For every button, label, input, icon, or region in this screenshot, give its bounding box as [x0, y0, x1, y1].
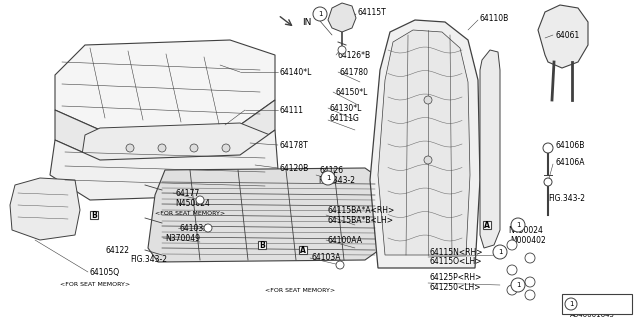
Text: <FOR SEAT MEMORY>: <FOR SEAT MEMORY>: [155, 211, 225, 215]
Circle shape: [544, 178, 552, 186]
Text: M000402: M000402: [510, 236, 546, 244]
Text: A: A: [300, 245, 306, 254]
Polygon shape: [148, 168, 385, 262]
Text: N450024: N450024: [508, 226, 543, 235]
Polygon shape: [480, 50, 500, 248]
Bar: [258, 241, 266, 249]
Text: 1: 1: [326, 175, 330, 181]
Circle shape: [126, 144, 134, 152]
Polygon shape: [55, 40, 275, 130]
Circle shape: [493, 245, 507, 259]
Circle shape: [424, 156, 432, 164]
Circle shape: [525, 277, 535, 287]
Circle shape: [565, 298, 577, 310]
Text: <FOR SEAT MEMORY>: <FOR SEAT MEMORY>: [265, 287, 335, 292]
Text: 64130*L: 64130*L: [330, 103, 362, 113]
Text: 64115BA*A<RH>: 64115BA*A<RH>: [328, 205, 396, 214]
Circle shape: [424, 96, 432, 104]
Text: 64111: 64111: [280, 106, 304, 115]
Text: FIG.343-2: FIG.343-2: [318, 175, 355, 185]
Text: A: A: [484, 220, 490, 229]
Text: 1: 1: [498, 249, 502, 255]
Polygon shape: [370, 20, 480, 268]
Text: FIG.343-2: FIG.343-2: [130, 255, 167, 265]
Text: FIG.343-2: FIG.343-2: [548, 194, 585, 203]
Text: 64125P<RH>: 64125P<RH>: [430, 274, 483, 283]
Circle shape: [313, 7, 327, 21]
Text: <FOR SEAT MEMORY>: <FOR SEAT MEMORY>: [60, 282, 130, 286]
Polygon shape: [378, 30, 470, 255]
Bar: [483, 221, 491, 229]
Text: 64178T: 64178T: [280, 140, 308, 149]
Circle shape: [190, 144, 198, 152]
Text: 64122: 64122: [105, 245, 129, 254]
Circle shape: [543, 143, 553, 153]
Text: 64061: 64061: [555, 30, 579, 39]
Text: 1: 1: [569, 301, 573, 307]
Text: 64103A: 64103A: [312, 253, 342, 262]
Text: B: B: [91, 211, 97, 220]
Text: B: B: [259, 241, 265, 250]
Text: 64177: 64177: [175, 188, 199, 197]
Circle shape: [338, 46, 346, 54]
Circle shape: [525, 290, 535, 300]
Text: 64115N<RH>: 64115N<RH>: [430, 247, 483, 257]
Bar: [90, 211, 98, 219]
Text: Q710007: Q710007: [582, 300, 617, 308]
Bar: [299, 246, 307, 254]
Text: 1: 1: [516, 282, 520, 288]
Polygon shape: [10, 178, 80, 240]
Polygon shape: [50, 130, 278, 200]
Circle shape: [196, 196, 204, 204]
Text: 641780: 641780: [340, 68, 369, 76]
Circle shape: [336, 261, 344, 269]
Text: 64126*B: 64126*B: [338, 51, 371, 60]
Text: 1: 1: [317, 11, 323, 17]
Polygon shape: [82, 123, 270, 168]
Polygon shape: [328, 3, 356, 32]
Text: 64110B: 64110B: [480, 13, 509, 22]
Circle shape: [507, 240, 517, 250]
Circle shape: [222, 144, 230, 152]
Text: 64115O<LH>: 64115O<LH>: [430, 258, 483, 267]
Text: 64111G: 64111G: [330, 114, 360, 123]
Text: 641250<LH>: 641250<LH>: [430, 284, 481, 292]
Text: N370049: N370049: [165, 234, 200, 243]
Circle shape: [204, 224, 212, 232]
Circle shape: [511, 218, 525, 232]
Text: 64105Q: 64105Q: [90, 268, 120, 276]
Circle shape: [321, 171, 335, 185]
Polygon shape: [538, 5, 588, 68]
Text: 1: 1: [516, 222, 520, 228]
Text: A640001645: A640001645: [570, 312, 615, 318]
Circle shape: [507, 265, 517, 275]
Text: 64103A: 64103A: [180, 223, 209, 233]
Text: N450024: N450024: [175, 198, 210, 207]
Text: IN: IN: [302, 18, 312, 27]
Circle shape: [511, 278, 525, 292]
Circle shape: [507, 285, 517, 295]
Text: 64100AA: 64100AA: [328, 236, 363, 244]
Text: 64126: 64126: [320, 165, 344, 174]
Text: 64120B: 64120B: [280, 164, 309, 172]
Text: 64140*L: 64140*L: [280, 68, 312, 76]
Text: 64115T: 64115T: [358, 7, 387, 17]
Text: 64106A: 64106A: [555, 157, 584, 166]
Polygon shape: [55, 100, 275, 160]
Text: 64150*L: 64150*L: [335, 87, 367, 97]
Circle shape: [158, 144, 166, 152]
Circle shape: [525, 253, 535, 263]
Bar: [562, 294, 632, 314]
Text: 64115BA*B<LH>: 64115BA*B<LH>: [328, 215, 394, 225]
Text: 64106B: 64106B: [555, 140, 584, 149]
